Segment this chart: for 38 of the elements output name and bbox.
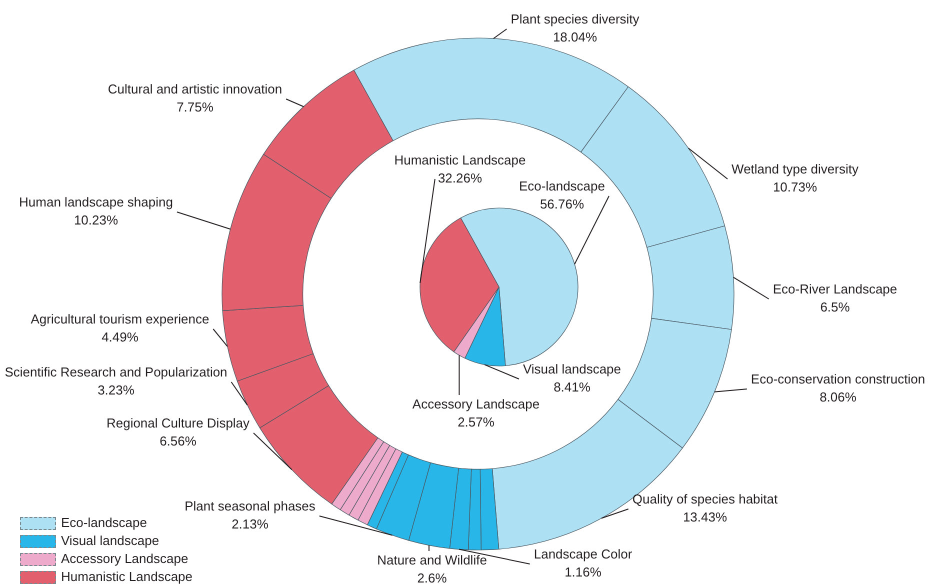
slice-label: Visual landscape (522, 362, 622, 377)
slice-label: Scientific Research and Popularization (4, 364, 228, 380)
legend-label: Eco-landscape (61, 514, 147, 532)
data-label: 18.04% (552, 30, 598, 45)
slice-label: Regional Culture Display (106, 416, 250, 431)
data-label: 10.23% (74, 212, 118, 228)
slice-label: Quality of species habitat (632, 492, 778, 507)
slice-label: Human landscape shaping (19, 194, 173, 210)
data-label: 6.56% (160, 434, 197, 449)
legend-label: Visual landscape (61, 532, 160, 550)
slice-label: Agricultural tourism experience (30, 312, 210, 327)
data-label: 2.6% (417, 570, 448, 586)
slice-label: Eco-River Landscape (772, 282, 898, 297)
slice-label: Wetland type diversity (732, 162, 859, 177)
slice-label: Humanistic Landscape (394, 152, 526, 168)
data-label: 4.49% (102, 330, 139, 345)
slice-label: Nature and Wildlife (377, 552, 487, 568)
data-label: 1.16% (564, 564, 602, 580)
data-label: 13.43% (682, 510, 728, 525)
data-label: 32.26% (438, 170, 482, 186)
data-label: 56.76% (540, 196, 584, 212)
data-label: 3.23% (98, 382, 135, 398)
data-label: 8.06% (820, 390, 857, 405)
data-label: 2.57% (458, 414, 495, 430)
data-label: 10.73% (772, 180, 818, 195)
data-label: 2.13% (232, 516, 269, 532)
slice-label: Landscape Color (534, 546, 633, 562)
data-label: 7.75% (176, 100, 214, 115)
data-label: 6.5% (820, 300, 850, 315)
legend-label: Accessory Landscape (61, 550, 188, 568)
data-label: 8.41% (554, 380, 591, 395)
slice-label: Eco-landscape (519, 178, 605, 194)
slice-label: Eco-conservation construction (750, 372, 926, 387)
slice-label: Accessory Landscape (412, 396, 540, 412)
slice-label: Plant seasonal phases (184, 498, 316, 514)
slice-label: Cultural and artistic innovation (108, 82, 282, 97)
slice-label: Plant species diversity (510, 12, 640, 27)
legend-label: Humanistic Landscape (61, 568, 193, 586)
